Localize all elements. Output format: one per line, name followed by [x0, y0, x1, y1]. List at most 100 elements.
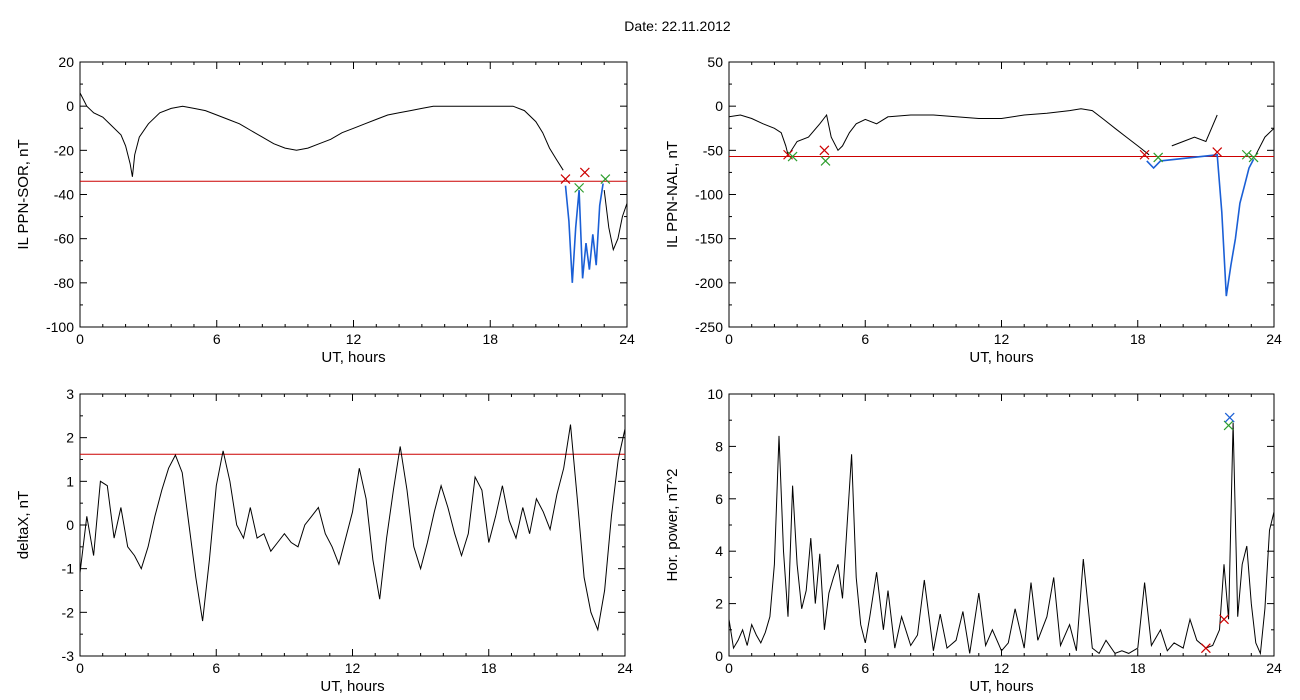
y-tick-label: 4: [715, 543, 723, 559]
y-tick-label: -80: [54, 275, 74, 291]
y-tick-label: 0: [715, 98, 723, 114]
event-marker: [1200, 643, 1211, 654]
y-tick-label: -50: [703, 142, 723, 158]
y-tick-label: 8: [715, 438, 723, 454]
x-tick-label: 24: [617, 660, 633, 676]
x-tick-label: 12: [345, 660, 361, 676]
y-axis-label: deltaX, nT: [15, 491, 32, 559]
event-marker: [574, 182, 585, 193]
y-tick-label: 0: [66, 98, 74, 114]
data-line: [729, 422, 1274, 656]
x-tick-label: 12: [346, 331, 362, 347]
data-line: [729, 108, 1150, 156]
event-marker: [600, 174, 611, 184]
event-marker-stroke: [579, 167, 590, 178]
event-marker-stroke: [600, 174, 611, 184]
y-tick-label: 0: [715, 648, 723, 664]
x-axis-label: UT, hours: [969, 349, 1033, 366]
event-marker-stroke: [783, 149, 793, 160]
x-tick-label: 24: [1266, 660, 1282, 676]
y-tick-label: 6: [715, 491, 723, 507]
y-tick-label: 0: [66, 517, 74, 533]
x-tick-label: 18: [1130, 660, 1146, 676]
y-tick-label: -2: [62, 604, 75, 620]
event-marker-stroke: [1241, 149, 1252, 160]
y-tick-label: -40: [54, 187, 74, 203]
y-tick-label: -3: [62, 648, 75, 664]
y-tick-label: -60: [54, 231, 74, 247]
y-tick-label: 50: [707, 54, 723, 70]
event-marker: [1241, 149, 1252, 160]
event-marker-stroke: [1224, 412, 1235, 423]
event-marker: [1248, 152, 1259, 163]
y-axis-label: IL PPN-NAL, nT: [664, 141, 681, 248]
y-tick-label: -20: [54, 142, 74, 158]
x-tick-label: 6: [861, 660, 869, 676]
data-line: [80, 92, 564, 177]
data-line: [80, 424, 625, 632]
event-marker: [787, 151, 798, 162]
event-marker: [819, 145, 830, 156]
y-tick-label: 2: [66, 430, 74, 446]
data-line: [1171, 114, 1218, 147]
x-tick-label: 0: [725, 660, 733, 676]
y-tick-label: 3: [66, 386, 74, 402]
event-marker: [1224, 412, 1235, 423]
y-tick-label: -200: [695, 275, 723, 291]
event-marker-stroke: [819, 145, 830, 156]
event-marker: [1219, 614, 1229, 625]
y-tick-label: -100: [46, 319, 74, 335]
plot-frame: [728, 61, 1275, 328]
event-marker: [1139, 149, 1150, 160]
y-tick-label: 1: [66, 473, 74, 489]
y-tick-label: 10: [707, 386, 723, 402]
x-tick-label: 0: [76, 331, 84, 347]
y-axis-label: IL PPN-SOR, nT: [15, 139, 32, 249]
event-marker-stroke: [1223, 420, 1234, 431]
event-marker-stroke: [560, 174, 571, 184]
event-marker-stroke: [1212, 147, 1223, 158]
y-tick-label: -250: [695, 319, 723, 335]
event-marker-stroke: [1248, 152, 1259, 163]
plot-frame: [79, 393, 626, 657]
event-marker: [1212, 147, 1223, 158]
event-marker: [820, 156, 831, 166]
x-tick-label: 12: [994, 331, 1010, 347]
event-marker-stroke: [820, 156, 831, 166]
x-tick-label: 24: [1266, 331, 1282, 347]
y-tick-label: -100: [695, 187, 723, 203]
data-line: [1255, 127, 1274, 156]
event-marker-stroke: [574, 182, 585, 193]
x-tick-label: 6: [861, 331, 869, 347]
event-line: [564, 183, 604, 283]
x-tick-label: 24: [619, 331, 635, 347]
x-axis-label: UT, hours: [320, 678, 384, 695]
plot-frame: [79, 61, 628, 328]
y-tick-label: -150: [695, 231, 723, 247]
event-marker-stroke: [787, 151, 798, 162]
event-marker-stroke: [1219, 614, 1229, 625]
y-tick-label: -1: [62, 561, 75, 577]
event-line: [1146, 153, 1255, 297]
panel-ppn-nal: 0 6 12 18 24 -250 -200 -150 -100 -50 0 50 UT, hours I…: [664, 54, 1282, 366]
x-tick-label: 6: [212, 660, 220, 676]
data-line: [603, 190, 627, 252]
plot-frame: [728, 393, 1275, 657]
x-tick-label: 18: [482, 331, 498, 347]
y-tick-label: 2: [715, 596, 723, 612]
x-tick-label: 6: [213, 331, 221, 347]
x-tick-label: 18: [1130, 331, 1146, 347]
event-marker-stroke: [1153, 152, 1164, 163]
event-marker-stroke: [1139, 149, 1150, 160]
x-axis-label: UT, hours: [321, 349, 385, 366]
x-tick-label: 0: [725, 331, 733, 347]
x-axis-label: UT, hours: [969, 678, 1033, 695]
x-tick-label: 0: [76, 660, 84, 676]
y-axis-label: Hor. power, nT^2: [664, 469, 681, 582]
x-tick-label: 12: [994, 660, 1010, 676]
x-tick-label: 18: [481, 660, 497, 676]
y-tick-label: 20: [58, 54, 74, 70]
